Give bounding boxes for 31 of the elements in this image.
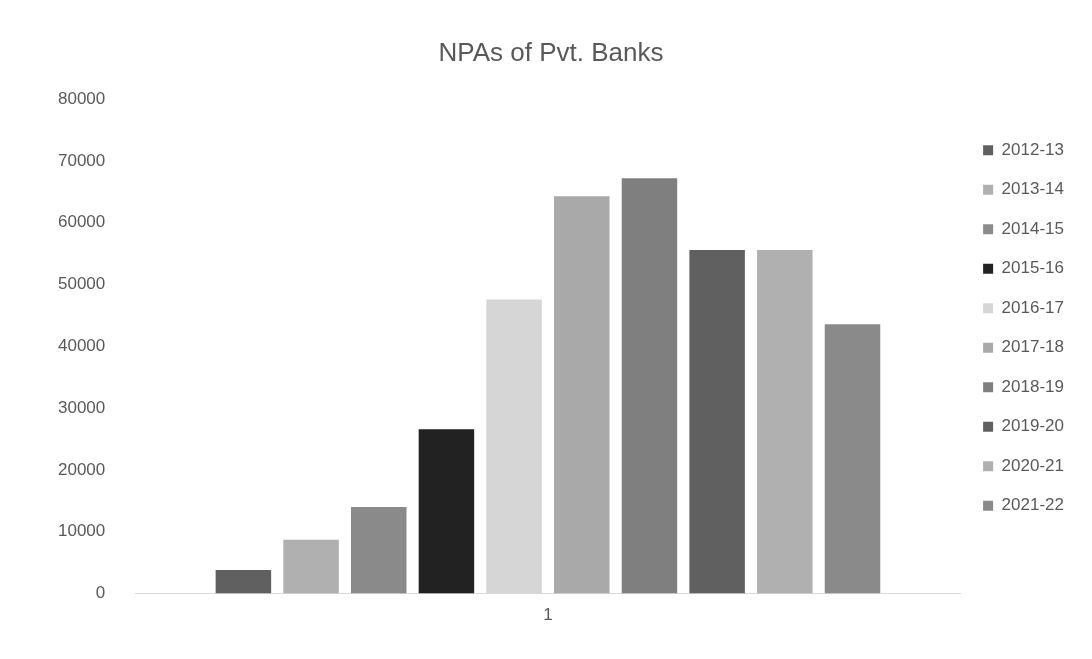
legend-label: 2014-15 [1001, 218, 1064, 238]
legend-label: 2017-18 [1001, 337, 1064, 357]
y-tick-label: 30000 [57, 397, 106, 417]
bar [554, 196, 610, 594]
y-tick-label: 50000 [57, 274, 106, 294]
y-tick-label: 80000 [57, 88, 106, 108]
legend-label: 2013-14 [1001, 179, 1064, 199]
bar [215, 570, 272, 594]
bar [757, 249, 813, 594]
bar [351, 507, 407, 594]
legend-label: 2019-20 [1001, 416, 1064, 436]
legend-label: 2012-13 [1001, 139, 1064, 159]
legend-label: 2015-16 [1001, 258, 1064, 278]
chart-title: NPAs of Pvt. Banks [438, 36, 664, 67]
x-tick-label: 1 [543, 605, 553, 625]
bar [824, 324, 881, 594]
y-tick-label: 40000 [57, 336, 106, 356]
bar [486, 299, 542, 594]
legend-label: 2020-21 [1001, 455, 1064, 475]
y-tick-label: 70000 [57, 150, 106, 170]
legend-label: 2018-19 [1001, 376, 1064, 396]
y-tick-label: 60000 [57, 212, 106, 232]
y-tick-label: 20000 [57, 459, 106, 479]
y-tick-label: 10000 [57, 521, 106, 541]
bar [621, 178, 678, 594]
bar [689, 249, 745, 594]
legend-label: 2016-17 [1001, 297, 1064, 317]
bar [283, 539, 339, 594]
bar [418, 429, 475, 594]
y-tick-label: 0 [95, 583, 106, 603]
legend-label: 2021-22 [1001, 495, 1064, 515]
